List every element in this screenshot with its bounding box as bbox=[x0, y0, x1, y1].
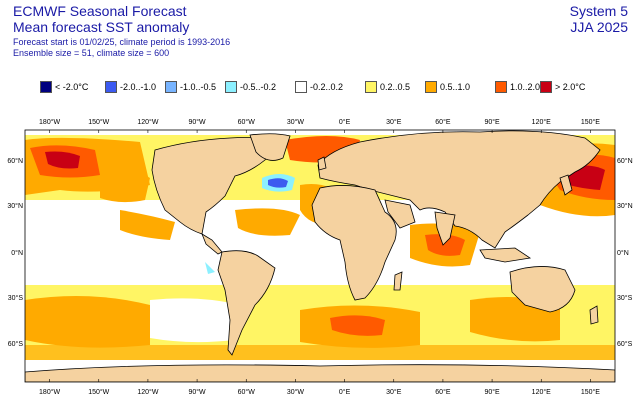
legend-item: 0.5..1.0 bbox=[425, 80, 470, 94]
ensemble-size-info: Ensemble size = 51, climate size = 600 bbox=[13, 48, 170, 58]
color-legend: < -2.0°C -2.0..-1.0 -1.0..-0.5 -0.5..-0.2 -0… bbox=[40, 80, 600, 94]
lat-label-right: 30°S bbox=[617, 294, 633, 302]
legend-label: 0.5..1.0 bbox=[440, 82, 471, 92]
legend-swatch bbox=[225, 81, 237, 93]
madagascar bbox=[393, 271, 403, 291]
japan bbox=[559, 174, 573, 196]
legend-item: 1.0..2.0 bbox=[495, 80, 540, 94]
lon-label-bottom: 90°W bbox=[188, 388, 206, 396]
land-masses bbox=[25, 130, 615, 382]
legend-label: 1.0..2.0 bbox=[510, 82, 541, 92]
lon-label-bottom: 60°E bbox=[435, 388, 451, 396]
legend-swatch bbox=[425, 81, 437, 93]
lon-label-bottom: 30°W bbox=[287, 388, 305, 396]
legend-item: > 2.0°C bbox=[540, 80, 585, 94]
legend-swatch bbox=[365, 81, 377, 93]
forecast-title: ECMWF Seasonal Forecast bbox=[13, 3, 187, 19]
lon-label-bottom: 180°W bbox=[39, 388, 60, 396]
eurasia bbox=[317, 130, 601, 249]
lat-label-left: 60°N bbox=[7, 157, 23, 165]
lat-label-right: 60°S bbox=[617, 340, 633, 348]
lon-label-top: 120°W bbox=[137, 118, 158, 126]
lon-label-bottom: 150°E bbox=[581, 388, 600, 396]
lon-label-bottom: 120°W bbox=[137, 388, 158, 396]
map-frame bbox=[24, 129, 616, 383]
forecast-subtitle: Mean forecast SST anomaly bbox=[13, 19, 190, 35]
lat-label-right: 30°N bbox=[617, 202, 633, 210]
antarctica bbox=[25, 364, 615, 382]
legend-swatch bbox=[105, 81, 117, 93]
lon-label-top: 60°W bbox=[238, 118, 256, 126]
lat-label-right: 0°N bbox=[617, 249, 629, 257]
legend-swatch bbox=[540, 81, 552, 93]
legend-swatch bbox=[495, 81, 507, 93]
legend-label: > 2.0°C bbox=[555, 82, 586, 92]
legend-item: -0.2..0.2 bbox=[295, 80, 343, 94]
legend-swatch bbox=[40, 81, 52, 93]
lon-label-bottom: 150°W bbox=[88, 388, 109, 396]
new-zealand bbox=[589, 305, 599, 325]
arabia bbox=[384, 199, 416, 229]
south-america bbox=[217, 250, 276, 356]
lat-label-left: 0°N bbox=[11, 249, 23, 257]
legend-item: -0.5..-0.2 bbox=[225, 80, 276, 94]
lon-label-top: 30°E bbox=[386, 118, 402, 126]
africa bbox=[311, 185, 397, 301]
india bbox=[434, 211, 456, 246]
lat-label-left: 60°S bbox=[8, 340, 24, 348]
axis-ticks: 180°W 180°W 150°W 150°W 120°W 120°W 90°W 90°W 60… bbox=[7, 118, 632, 396]
lon-label-top: 30°W bbox=[287, 118, 305, 126]
lon-label-top: 0°E bbox=[339, 118, 351, 126]
legend-label: -0.2..0.2 bbox=[310, 82, 344, 92]
legend-item: -2.0..-1.0 bbox=[105, 80, 156, 94]
lon-label-top: 60°E bbox=[435, 118, 451, 126]
system-label: System 5 bbox=[569, 3, 628, 19]
legend-label: -1.0..-0.5 bbox=[180, 82, 217, 92]
forecast-start-info: Forecast start is 01/02/25, climate peri… bbox=[13, 37, 231, 47]
central-america bbox=[201, 233, 223, 255]
legend-swatch bbox=[295, 81, 307, 93]
lon-label-top: 150°E bbox=[581, 118, 600, 126]
lon-label-top: 180°W bbox=[39, 118, 60, 126]
legend-label: < -2.0°C bbox=[55, 82, 89, 92]
lat-label-left: 30°S bbox=[8, 294, 24, 302]
lon-label-bottom: 0°E bbox=[339, 388, 351, 396]
lon-label-bottom: 120°E bbox=[532, 388, 551, 396]
legend-label: -2.0..-1.0 bbox=[120, 82, 157, 92]
indonesia bbox=[479, 247, 532, 263]
lon-label-bottom: 60°W bbox=[238, 388, 256, 396]
legend-item: 0.2..0.5 bbox=[365, 80, 410, 94]
north-america bbox=[151, 137, 276, 235]
legend-label: -0.5..-0.2 bbox=[240, 82, 277, 92]
australia bbox=[509, 266, 576, 313]
lon-label-bottom: 90°E bbox=[484, 388, 500, 396]
lon-label-top: 90°W bbox=[188, 118, 206, 126]
lon-label-top: 120°E bbox=[532, 118, 551, 126]
lon-label-bottom: 30°E bbox=[386, 388, 402, 396]
legend-item: -1.0..-0.5 bbox=[165, 80, 216, 94]
greenland bbox=[249, 133, 291, 161]
legend-label: 0.2..0.5 bbox=[380, 82, 411, 92]
legend-item: < -2.0°C bbox=[40, 80, 88, 94]
lon-label-top: 90°E bbox=[484, 118, 500, 126]
british-isles bbox=[317, 156, 327, 171]
lat-label-right: 60°N bbox=[617, 157, 633, 165]
lon-label-top: 150°W bbox=[88, 118, 109, 126]
season-label: JJA 2025 bbox=[570, 19, 628, 35]
lat-label-left: 30°N bbox=[7, 202, 23, 210]
legend-swatch bbox=[165, 81, 177, 93]
